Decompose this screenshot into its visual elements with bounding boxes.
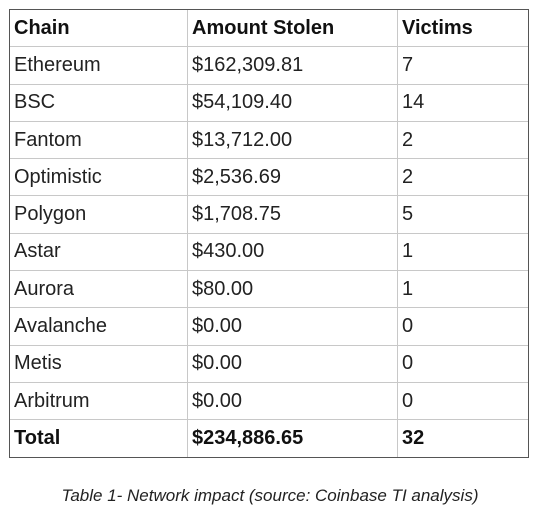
table-header-row: Chain Amount Stolen Victims: [9, 8, 529, 48]
table-row: Fantom $13,712.00 2: [9, 120, 529, 160]
cell-victims: 5: [397, 195, 529, 234]
total-amount: $234,886.65: [187, 419, 398, 458]
cell-victims: 2: [397, 120, 529, 160]
network-impact-table-container: Chain Amount Stolen Victims Ethereum $16…: [9, 8, 529, 458]
cell-chain: Ethereum: [9, 46, 188, 85]
cell-victims: 0: [397, 307, 529, 346]
table-row: Astar $430.00 1: [9, 232, 529, 272]
table-total-row: Total $234,886.65 32: [9, 419, 529, 458]
cell-victims: 2: [397, 158, 529, 197]
cell-chain: Avalanche: [9, 307, 188, 346]
table-row: Metis $0.00 0: [9, 344, 529, 383]
cell-victims: 0: [397, 381, 529, 421]
cell-amount: $0.00: [187, 381, 398, 421]
cell-amount: $0.00: [187, 344, 398, 383]
cell-chain: Astar: [9, 232, 188, 272]
cell-amount: $0.00: [187, 307, 398, 346]
table-row: Arbitrum $0.00 0: [9, 381, 529, 421]
cell-amount: $162,309.81: [187, 46, 398, 85]
table-caption: Table 1- Network impact (source: Coinbas…: [61, 486, 479, 505]
cell-chain: Optimistic: [9, 158, 188, 197]
cell-chain: BSC: [9, 83, 188, 122]
cell-amount: $54,109.40: [187, 83, 398, 122]
cell-chain: Fantom: [9, 120, 188, 160]
cell-victims: 1: [397, 270, 529, 309]
cell-amount: $1,708.75: [187, 195, 398, 234]
cell-victims: 0: [397, 344, 529, 383]
cell-amount: $80.00: [187, 270, 398, 309]
header-amount-stolen: Amount Stolen: [187, 8, 398, 48]
cell-chain: Arbitrum: [9, 381, 188, 421]
table-row: Polygon $1,708.75 5: [9, 195, 529, 234]
table-row: Ethereum $162,309.81 7: [9, 46, 529, 85]
header-victims: Victims: [397, 8, 529, 48]
cell-victims: 14: [397, 83, 529, 122]
table-row: Aurora $80.00 1: [9, 270, 529, 309]
cell-victims: 1: [397, 232, 529, 272]
network-impact-table: Chain Amount Stolen Victims Ethereum $16…: [9, 8, 529, 458]
table-row: Avalanche $0.00 0: [9, 307, 529, 346]
total-victims: 32: [397, 419, 529, 458]
cell-chain: Polygon: [9, 195, 188, 234]
cell-amount: $2,536.69: [187, 158, 398, 197]
cell-amount: $13,712.00: [187, 120, 398, 160]
header-chain: Chain: [9, 8, 188, 48]
cell-amount: $430.00: [187, 232, 398, 272]
table-row: Optimistic $2,536.69 2: [9, 158, 529, 197]
cell-chain: Aurora: [9, 270, 188, 309]
total-label: Total: [9, 419, 188, 458]
cell-victims: 7: [397, 46, 529, 85]
cell-chain: Metis: [9, 344, 188, 383]
table-row: BSC $54,109.40 14: [9, 83, 529, 122]
